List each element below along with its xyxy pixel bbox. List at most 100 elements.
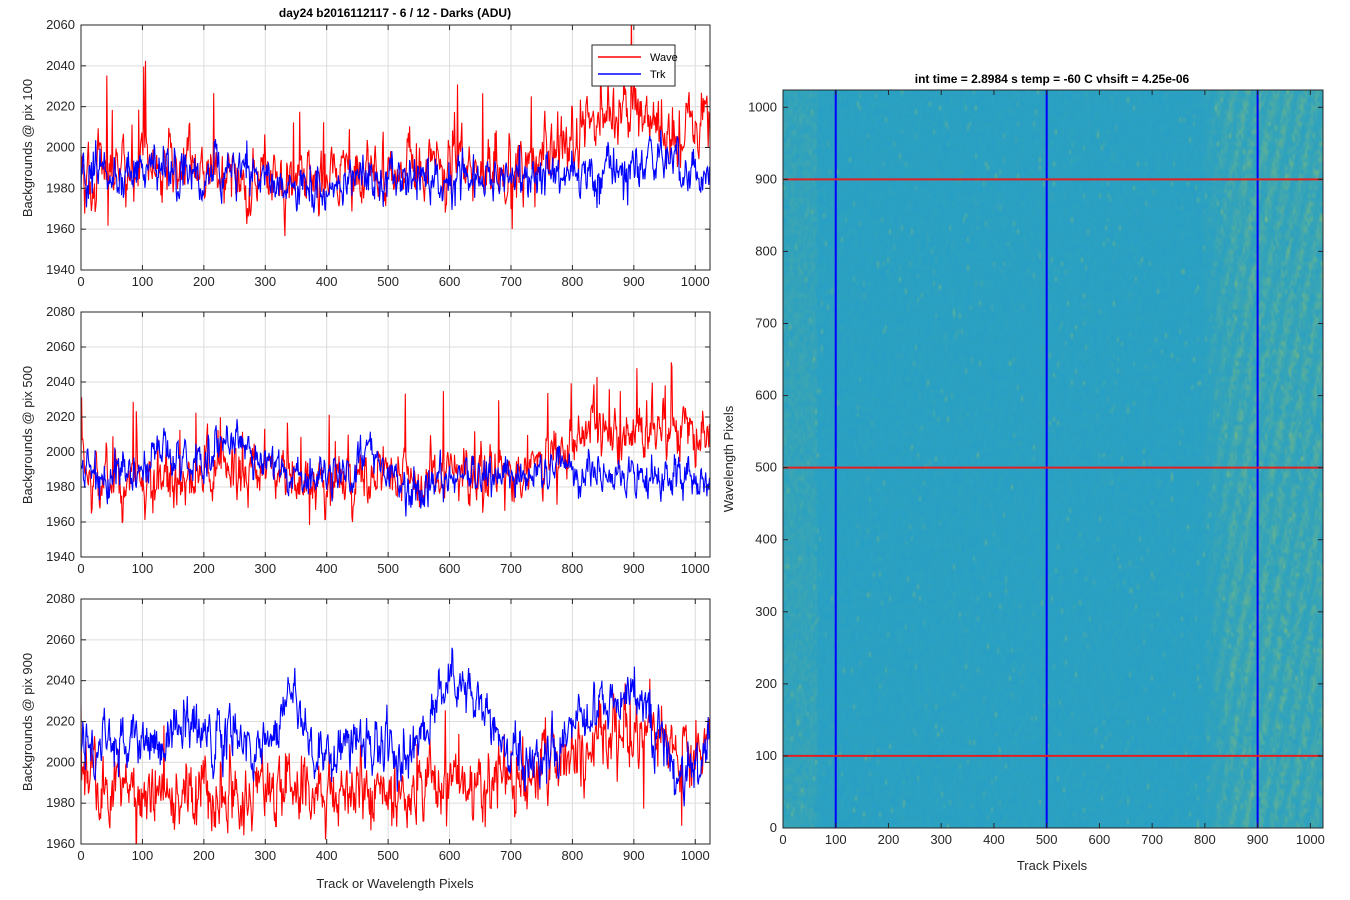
ylabel-bottom: Backgrounds @ pix 900 [20,653,35,791]
series-line-trk [81,419,710,517]
heatmap-axes: 0 100 200 300 400 500 600 700 800 900 1000 0 100 200 3… [748,89,1325,847]
y-tick-label: 2000 [46,754,75,769]
series-line-trk [81,647,710,807]
y-tick-label: 1000 [748,99,777,114]
heatmap-ylabel: Wavelength Pixels [721,405,736,512]
x-tick-label: 700 [500,274,522,289]
series-line-trk [81,129,710,213]
x-tick-label: 100 [132,274,154,289]
x-tick-label: 100 [132,561,154,576]
legend: Wave Trk [591,44,678,87]
x-tick-label: 600 [439,848,461,863]
y-tick-label: 100 [755,748,777,763]
top-line-axes: 0 100 200 300 400 500 600 700 800 900 1000 1940 1960… [46,17,711,289]
x-tick-label: 500 [377,848,399,863]
bottom-line-axes: 0 100 200 300 400 500 600 700 800 900 1000 1960 1980… [46,591,711,863]
x-tick-label: 500 [377,274,399,289]
x-tick-label: 900 [623,848,645,863]
x-tick-label: 600 [439,274,461,289]
ylabel-middle: Backgrounds @ pix 500 [20,366,35,504]
heatmap-xlabel: Track Pixels [1017,858,1088,873]
x-tick-label: 400 [316,561,338,576]
heatmap-title: int time = 2.8984 s temp = -60 C vhsift … [915,72,1190,86]
x-tick-label: 300 [254,274,276,289]
ylabel-top: Backgrounds @ pix 100 [20,79,35,217]
x-tick-label: 0 [77,274,84,289]
y-tick-label: 1940 [46,262,75,277]
legend-box [591,44,676,87]
x-tick-label: 700 [500,561,522,576]
y-tick-label: 2020 [46,409,75,424]
y-tick-label: 200 [755,676,777,691]
x-tick-label: 400 [316,274,338,289]
figure-title: day24 b2016112117 - 6 / 12 - Darks (ADU) [279,6,511,20]
y-tick-label: 600 [755,388,777,403]
y-tick-label: 2080 [46,304,75,319]
y-tick-label: 1940 [46,549,75,564]
x-tick-label: 200 [193,561,215,576]
x-tick-label: 1000 [681,848,710,863]
y-tick-label: 500 [755,460,777,475]
y-tick-label: 400 [755,532,777,547]
y-tick-label: 900 [755,171,777,186]
y-tick-label: 2020 [46,99,75,114]
x-tick-label: 100 [825,832,847,847]
x-tick-label: 700 [500,848,522,863]
legend-label-wave: Wave [650,52,678,64]
x-tick-label: 800 [562,561,584,576]
y-tick-label: 700 [755,316,777,331]
x-tick-label: 500 [1036,832,1058,847]
legend-label-trk: Trk [650,69,666,81]
x-tick-label: 1000 [681,561,710,576]
x-tick-label: 400 [983,832,1005,847]
x-tick-label: 300 [254,848,276,863]
y-tick-label: 2060 [46,632,75,647]
series-line-wave [81,678,710,844]
x-tick-label: 200 [193,848,215,863]
x-tick-label: 900 [623,561,645,576]
x-tick-label: 600 [439,561,461,576]
y-tick-label: 1960 [46,514,75,529]
series-line-wave [81,362,710,525]
y-tick-label: 1980 [46,180,75,195]
y-tick-label: 2060 [46,17,75,32]
middle-line-axes: 0 100 200 300 400 500 600 700 800 900 1000 1940 1960… [46,304,711,576]
y-tick-label: 2020 [46,714,75,729]
y-tick-label: 0 [770,820,777,835]
x-tick-label: 700 [1141,832,1163,847]
y-tick-label: 2040 [46,673,75,688]
heatmap-image [783,90,1323,828]
y-tick-label: 1960 [46,836,75,851]
x-tick-label: 500 [377,561,399,576]
x-tick-label: 800 [562,274,584,289]
y-tick-label: 800 [755,243,777,258]
y-tick-label: 2040 [46,374,75,389]
y-tick-label: 2000 [46,444,75,459]
y-tick-label: 1960 [46,221,75,236]
y-tick-label: 2060 [46,339,75,354]
x-tick-label: 800 [1194,832,1216,847]
x-tick-label: 300 [930,832,952,847]
x-tick-label: 400 [316,848,338,863]
x-tick-label: 0 [77,561,84,576]
x-tick-label: 900 [1247,832,1269,847]
series-line-wave [81,25,710,237]
x-tick-label: 600 [1089,832,1111,847]
y-tick-label: 2040 [46,58,75,73]
x-tick-label: 900 [623,274,645,289]
y-tick-label: 1980 [46,795,75,810]
x-tick-label: 1000 [1296,832,1325,847]
x-tick-label: 300 [254,561,276,576]
x-tick-label: 0 [77,848,84,863]
axes-frame [782,89,1324,829]
y-tick-label: 2080 [46,591,75,606]
axes-frame [80,311,711,558]
y-tick-label: 1980 [46,479,75,494]
y-tick-label: 300 [755,604,777,619]
x-tick-label: 0 [779,832,786,847]
x-tick-label: 200 [878,832,900,847]
x-tick-label: 800 [562,848,584,863]
y-tick-label: 2000 [46,140,75,155]
x-tick-label: 200 [193,274,215,289]
